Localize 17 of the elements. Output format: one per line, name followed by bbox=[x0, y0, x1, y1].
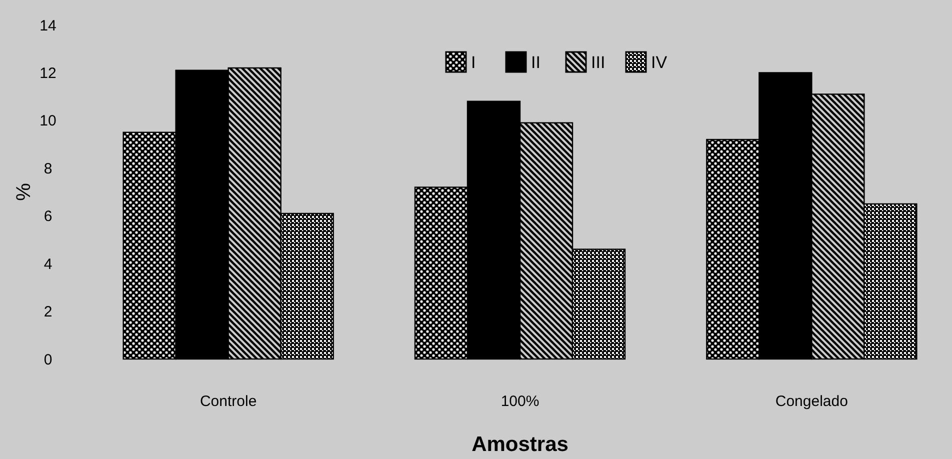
y-tick-label: 10 bbox=[40, 112, 56, 130]
y-tick-label: 6 bbox=[44, 208, 52, 226]
legend-label: IV bbox=[651, 52, 668, 72]
y-tick-label: 12 bbox=[40, 64, 56, 82]
legend-label: III bbox=[591, 52, 606, 72]
x-axis-title: Amostras bbox=[472, 433, 568, 456]
x-tick-label: 100% bbox=[500, 393, 540, 410]
y-tick-label: 0 bbox=[44, 351, 52, 368]
x-tick-label: Controle bbox=[200, 393, 257, 410]
legend-label: I bbox=[471, 52, 476, 72]
y-tick-label: 14 bbox=[40, 17, 56, 34]
y-tick-label: 2 bbox=[44, 304, 52, 321]
y-tick-label: 4 bbox=[44, 256, 52, 273]
y-axis-title: % bbox=[13, 182, 35, 201]
y-tick-label: 8 bbox=[44, 160, 52, 178]
x-tick-label: Congelado bbox=[775, 393, 848, 410]
legend-label: II bbox=[531, 52, 540, 72]
